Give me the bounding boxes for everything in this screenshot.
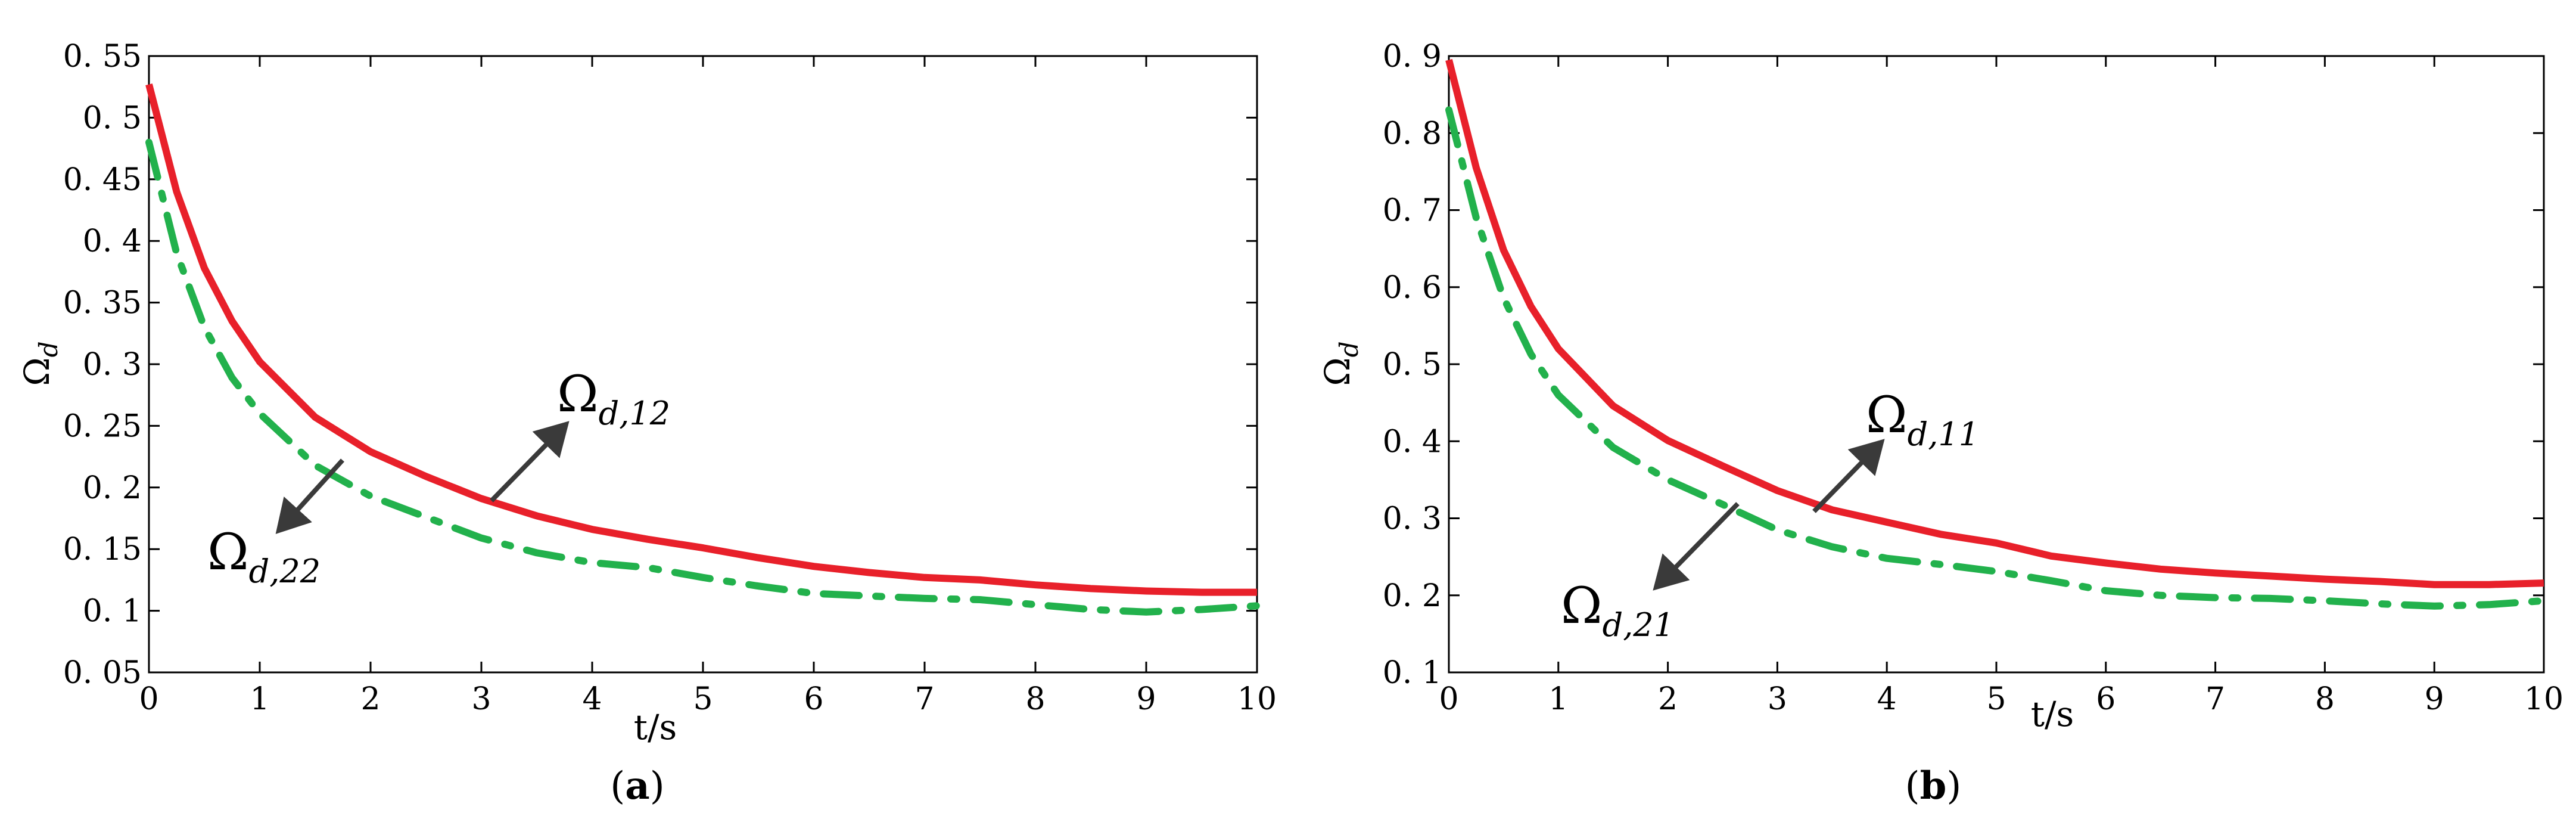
y-tick-label: 0. 8 (1383, 116, 1442, 151)
panel-b: 0 1 2 3 4 5 6 7 8 9 10 0. 1 0. 2 0. 3 0. 4 0. 5 0. 6 0. 7… (1317, 39, 2563, 808)
panel-label-close: ) (650, 764, 665, 808)
x-tick-label: 10 (2524, 681, 2563, 717)
annotation-label-sub: d,22 (249, 553, 321, 590)
panel-a: 0 1 2 3 4 5 6 7 8 9 10 0. 05 0. 1 0. 15 0. 2 0. 25 0. 3 0… (17, 39, 1277, 808)
x-tick-label: 0 (139, 681, 158, 717)
y-tick-label: 0. 7 (1383, 193, 1442, 229)
y-tick-label: 0. 4 (1383, 424, 1442, 460)
panel-label-open: ( (610, 764, 625, 808)
y-tick-label: 0. 45 (63, 162, 142, 198)
y-tick-label: 0. 1 (1383, 655, 1442, 691)
y-tick-label: 0. 15 (63, 532, 142, 567)
annotation-arrow (1653, 502, 1740, 591)
x-tick-label: 1 (1548, 681, 1568, 717)
series-line-red-solid (145, 83, 1257, 596)
y-tick-label: 0. 55 (63, 39, 142, 75)
annotation-label: Ωd,22 (207, 523, 321, 590)
x-tick-label: 9 (2425, 681, 2444, 717)
y-axis-label-sub: d (34, 342, 63, 358)
x-tick-label: 3 (471, 681, 491, 717)
y-tick-label: 0. 5 (1383, 347, 1442, 383)
x-tick-label: 5 (1986, 681, 2006, 717)
x-tick-label: 10 (1237, 681, 1277, 717)
y-tick-label: 0. 05 (63, 655, 142, 691)
panel-label-open: ( (1905, 764, 1920, 808)
series-line-red-solid (1445, 59, 2544, 588)
y-tick-label: 0. 3 (1383, 501, 1442, 537)
x-tick-label: 4 (1877, 681, 1897, 717)
x-tick-label: 2 (1658, 681, 1678, 717)
y-tick-label: 0. 6 (1383, 270, 1442, 306)
annotation-label-main: Ω (1561, 576, 1603, 635)
x-tick-label: 9 (1136, 681, 1156, 717)
x-tick-label: 7 (914, 681, 934, 717)
y-tick-label: 0. 9 (1383, 39, 1442, 75)
x-tick-label: 1 (250, 681, 269, 717)
x-tick-label: 6 (2096, 681, 2115, 717)
x-tick-label: 3 (1768, 681, 1787, 717)
annotation-label-main: Ω (207, 523, 249, 581)
x-tick-label: 8 (2315, 681, 2335, 717)
annotation-arrow (275, 458, 344, 534)
x-tick-label: 2 (360, 681, 380, 717)
annotation-label: Ωd,21 (1561, 576, 1674, 644)
y-tick-label: 0. 2 (1383, 578, 1442, 614)
annotation-label: Ωd,12 (557, 365, 670, 432)
panel-label-letter: a (625, 764, 649, 808)
annotation-label-sub: d,21 (1603, 606, 1674, 644)
y-tick-label: 0. 4 (83, 224, 142, 259)
x-tick-label: 5 (693, 681, 713, 717)
y-tick-label: 0. 1 (83, 594, 142, 629)
x-tick-label: 8 (1025, 681, 1045, 717)
annotation-label: Ωd,11 (1866, 386, 1979, 453)
annotation-arrow (1812, 439, 1885, 513)
annotation-arrow (490, 421, 570, 502)
panel-label: (a) (610, 764, 664, 808)
x-tick-label: 0 (1439, 681, 1458, 717)
y-axis-label: Ωd (1317, 342, 1364, 386)
y-tick-label: 0. 25 (63, 408, 142, 444)
panel-label-letter: b (1920, 764, 1947, 808)
x-tick-label: 4 (582, 681, 602, 717)
x-axis-label: t/s (634, 707, 677, 747)
annotation-label-sub: d,12 (599, 395, 670, 432)
x-tick-label: 6 (804, 681, 823, 717)
x-axis-label: t/s (2031, 694, 2074, 734)
annotation-label-main: Ω (557, 365, 599, 423)
x-tick-label: 7 (2205, 681, 2225, 717)
y-axis-label-main: Ω (17, 357, 57, 386)
y-tick-label: 0. 35 (63, 286, 142, 321)
series-line-green-dashdot (1445, 106, 2547, 610)
y-axis-label-sub: d (1334, 342, 1364, 358)
y-axis-label: Ωd (17, 342, 63, 386)
panel-label-close: ) (1946, 764, 1961, 808)
annotation-label-main: Ω (1866, 386, 1908, 444)
y-tick-label: 0. 5 (83, 100, 142, 136)
y-axis-label-main: Ω (1317, 357, 1358, 386)
annotation-label-sub: d,11 (1908, 415, 1979, 453)
y-tick-label: 0. 3 (83, 347, 142, 383)
panel-label: (b) (1905, 764, 1962, 808)
y-tick-label: 0. 2 (83, 470, 142, 506)
series-line-green-dashdot (145, 138, 1261, 616)
